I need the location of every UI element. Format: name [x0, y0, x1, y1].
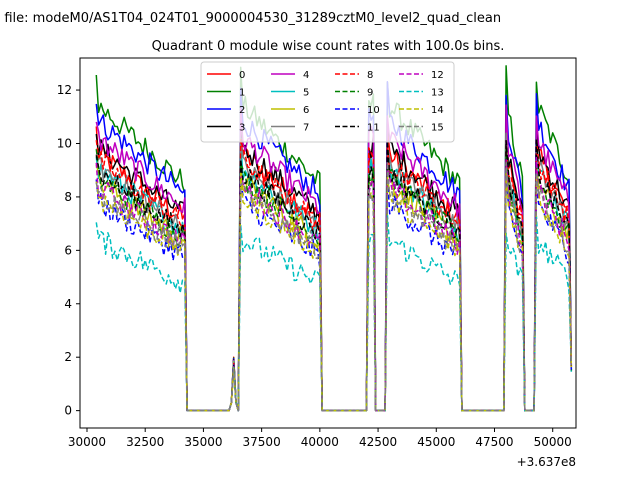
x-tick-label: 30000 [68, 435, 106, 449]
y-tick-label: 10 [57, 136, 72, 150]
legend-label-13: 13 [431, 88, 444, 99]
legend-label-11: 11 [367, 123, 380, 134]
y-tick-label: 8 [64, 190, 72, 204]
plot-frame [79, 57, 577, 429]
legend-label-4: 4 [303, 70, 309, 81]
x-tick-label: 50000 [534, 435, 572, 449]
legend-label-2: 2 [239, 105, 245, 116]
legend-box [200, 61, 455, 143]
legend-label-5: 5 [303, 88, 309, 99]
legend-label-1: 1 [239, 88, 245, 99]
x-tick-label: 32500 [126, 435, 164, 449]
y-tick-label: 6 [64, 243, 72, 257]
series-layer [95, 65, 573, 412]
legend-label-3: 3 [239, 123, 245, 134]
legend-label-6: 6 [303, 105, 309, 116]
y-axis: 0 2 4 6 8 10 12 [57, 83, 80, 418]
x-tick-label: 45000 [417, 435, 455, 449]
x-tick-label: 37500 [243, 435, 281, 449]
x-axis-offset-label: +3.637e8 [517, 455, 576, 469]
x-tick-label: 42500 [359, 435, 397, 449]
series-line-14 [95, 172, 573, 412]
legend-label-9: 9 [367, 88, 373, 99]
legend-label-10: 10 [367, 105, 380, 116]
legend-label-14: 14 [431, 105, 444, 116]
legend-label-15: 15 [431, 123, 444, 134]
y-tick-label: 2 [64, 350, 72, 364]
x-tick-label: 47500 [475, 435, 513, 449]
x-tick-label: 35000 [184, 435, 222, 449]
legend-label-0: 0 [239, 70, 245, 81]
legend-label-12: 12 [431, 70, 444, 81]
legend-label-8: 8 [367, 70, 373, 81]
y-tick-label: 0 [64, 404, 72, 418]
x-tick-label: 40000 [301, 435, 339, 449]
x-axis: 30000 32500 35000 37500 40000 42500 45000 47500… [68, 428, 572, 449]
legend-label-7: 7 [303, 123, 309, 134]
y-tick-label: 12 [57, 83, 72, 97]
y-tick-label: 4 [64, 297, 72, 311]
chart-title: Quadrant 0 module wise count rates with … [152, 39, 505, 54]
figure-suptitle: n file: modeM0/AS1T04_024T01_9000004530_… [0, 11, 501, 26]
